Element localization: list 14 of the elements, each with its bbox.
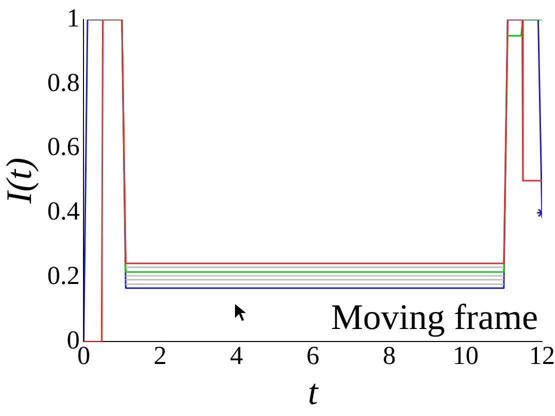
y-tick-label: 1 [66,3,80,32]
x-tick-label: 6 [306,341,320,370]
y-axis-title: I(t) [0,158,40,205]
y-tick-label: 0.8 [47,68,80,97]
y-tick-label: 0.4 [47,196,80,226]
x-tick-label: 12 [529,341,555,370]
x-tick-label: 10 [452,341,479,370]
x-tick-label: 2 [154,341,167,370]
x-tick-label: 8 [382,341,396,370]
y-tick-label: 0.6 [47,132,80,162]
y-tick-label: 0.2 [47,261,80,290]
annotation: Moving frame [331,297,538,338]
x-axis-title: t [308,372,319,412]
x-tick-label: 4 [230,341,243,370]
